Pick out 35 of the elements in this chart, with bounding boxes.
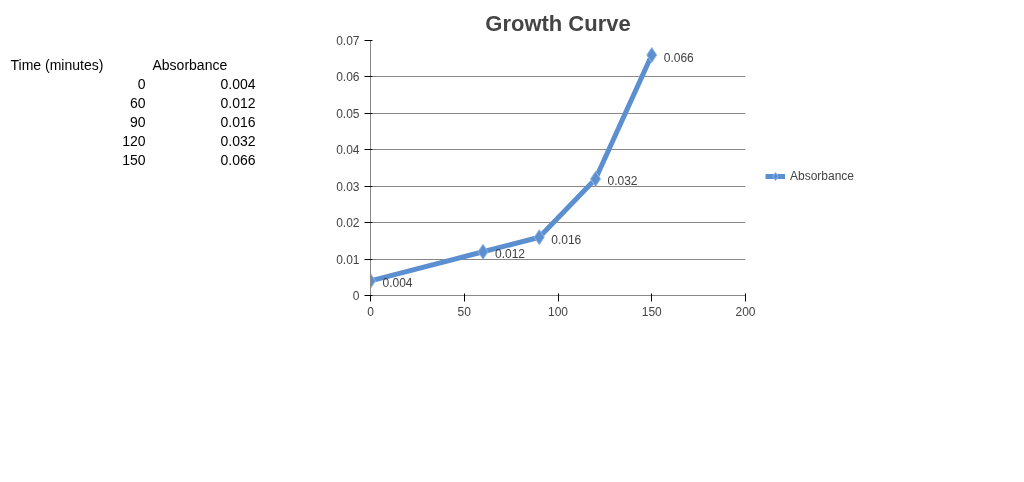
text: 0.004 — [220, 75, 256, 92]
x-tick-label: 200 — [735, 304, 756, 319]
point — [533, 229, 545, 246]
chart-title: Growth Curve — [485, 10, 631, 36]
legend-label: Absorbance — [790, 169, 855, 183]
y-tick-label: 0.02 — [336, 216, 360, 231]
data-label: 0.032 — [607, 174, 638, 189]
point — [477, 243, 489, 260]
text: 60 — [129, 94, 146, 111]
data-label: 0.004 — [382, 276, 413, 291]
y-tick-label: 0.05 — [336, 106, 360, 121]
x-tick-label: 0 — [367, 304, 375, 319]
data-label: 0.016 — [551, 232, 582, 247]
point — [646, 47, 658, 64]
data-label: 0.012 — [495, 247, 526, 262]
text: 0.066 — [220, 152, 256, 168]
y-tick-label: 0.06 — [336, 70, 360, 85]
text: 90 — [129, 113, 146, 130]
text: 0.012 — [220, 94, 256, 111]
text: Time (minutes) — [10, 56, 104, 73]
y-tick-label: 0.07 — [336, 34, 360, 48]
y-tick-label: 0.04 — [336, 143, 360, 158]
text: 120 — [122, 132, 146, 149]
y-tick-label: 0 — [352, 289, 360, 303]
x-tick-label: 50 — [457, 304, 472, 319]
y-tick-label: 0.03 — [336, 179, 360, 194]
y-tick-label: 0.01 — [336, 252, 360, 267]
text: 0 — [137, 75, 146, 92]
x-tick-label: 100 — [547, 304, 569, 319]
data-label: 0.066 — [663, 50, 695, 65]
text: 0.016 — [220, 113, 256, 130]
x-tick-label: 150 — [641, 304, 663, 319]
text: 0.032 — [220, 132, 256, 149]
text: Absorbance — [152, 56, 228, 73]
text: 150 — [122, 152, 146, 168]
